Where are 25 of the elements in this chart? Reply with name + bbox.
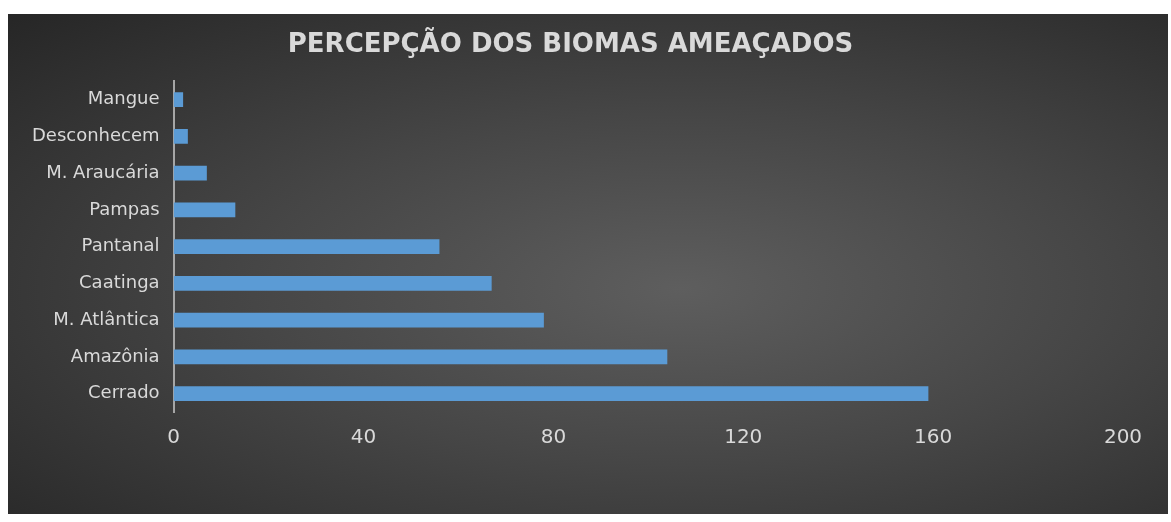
y-tick-label: M. Atlântica bbox=[53, 307, 160, 329]
bar bbox=[173, 349, 668, 365]
x-tick-label: 160 bbox=[914, 424, 953, 449]
y-tick-label: Pantanal bbox=[81, 234, 160, 256]
y-tick-label: Mangue bbox=[87, 87, 160, 109]
y-tick-label: Cerrado bbox=[88, 381, 160, 403]
x-tick-label: 200 bbox=[1103, 424, 1143, 449]
y-tick-label: Caatinga bbox=[79, 271, 160, 293]
bar bbox=[173, 312, 544, 328]
y-tick-label: Pampas bbox=[89, 197, 160, 219]
bar bbox=[173, 386, 929, 401]
bar bbox=[173, 202, 236, 218]
bar bbox=[173, 92, 184, 107]
chart-title: PERCEPÇÃO DOS BIOMAS AMEAÇADOS bbox=[287, 27, 854, 59]
x-tick-label: 120 bbox=[724, 424, 763, 449]
x-tick-label: 80 bbox=[540, 424, 567, 449]
bar bbox=[173, 165, 207, 181]
x-tick-label: 0 bbox=[167, 424, 180, 449]
x-tick-label: 40 bbox=[350, 424, 377, 449]
bar bbox=[173, 128, 188, 144]
y-tick-label: Desconhecem bbox=[31, 124, 160, 146]
y-tick-label: M. Araucária bbox=[46, 160, 160, 182]
bar bbox=[173, 276, 492, 291]
y-tick-label: Amazônia bbox=[70, 344, 160, 366]
bar bbox=[173, 239, 440, 254]
